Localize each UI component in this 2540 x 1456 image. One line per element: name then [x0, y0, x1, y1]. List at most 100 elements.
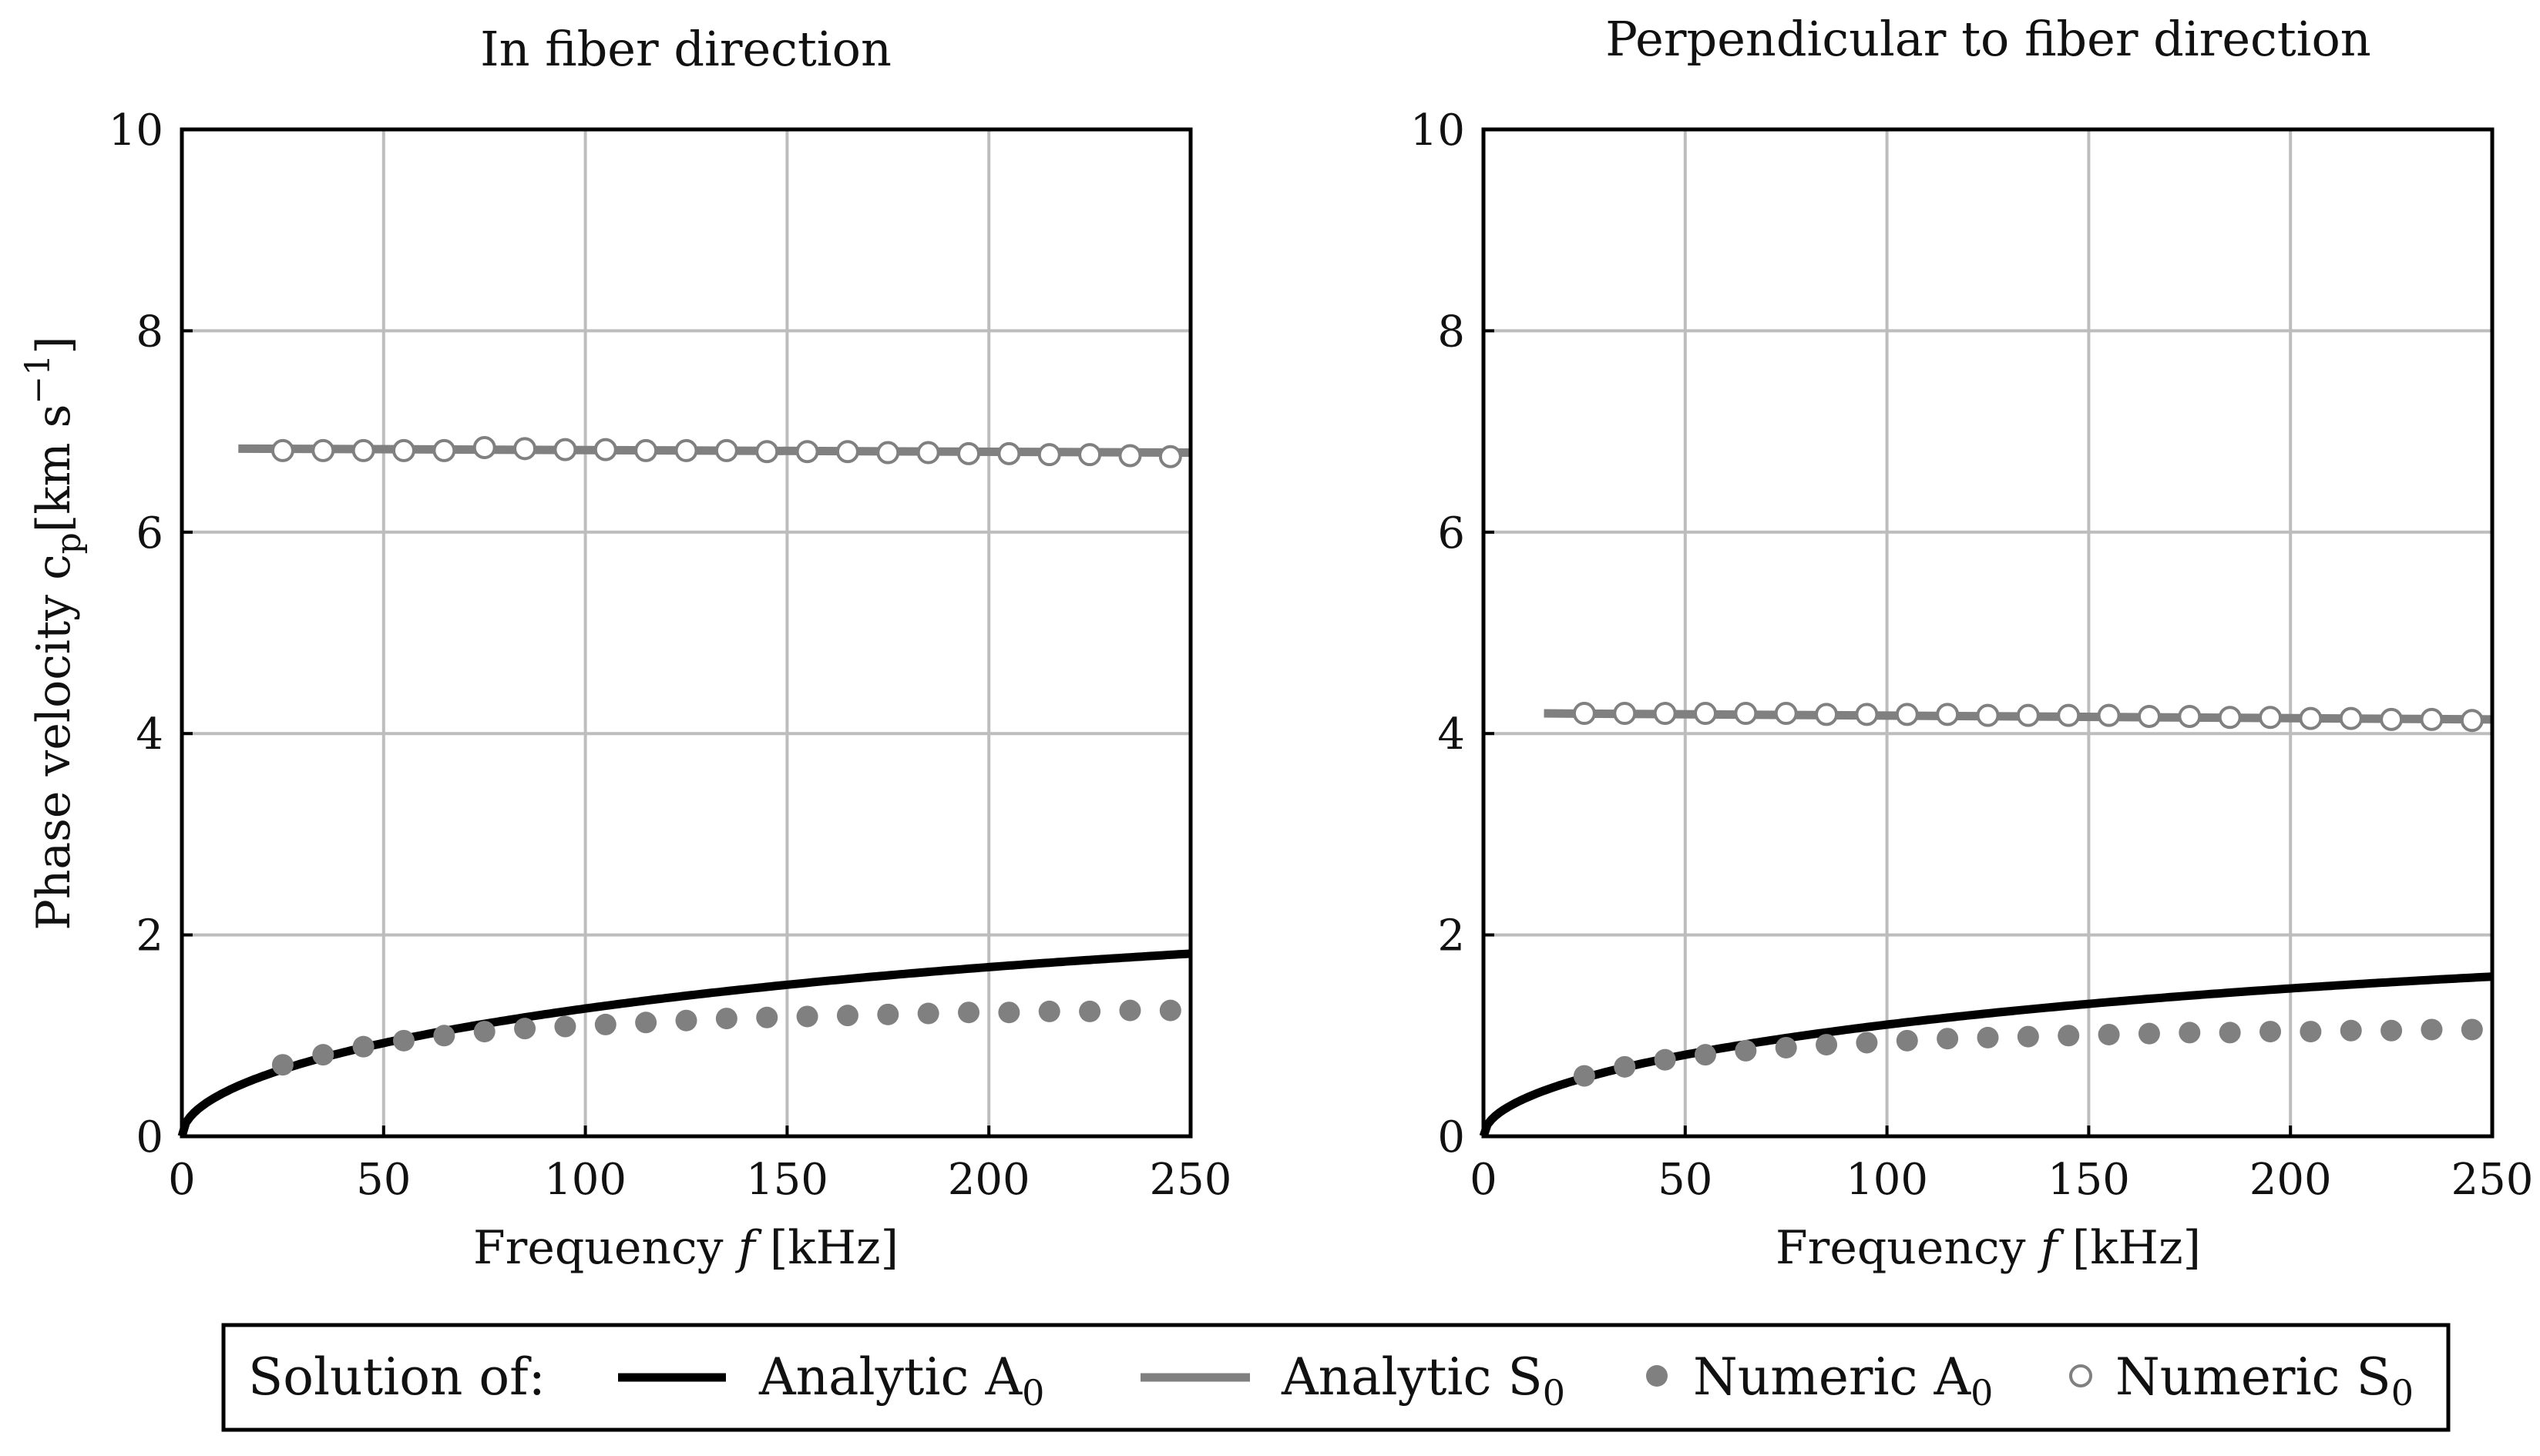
legend-label-analytic-a0: Analytic A0 — [758, 1347, 1044, 1414]
point-numeric-s0 — [1693, 702, 1717, 726]
chart-in-fiber-direction: In fiber direction 0 50 100 150 200 250 0 2 4 6 8 1… — [18, 21, 1231, 1275]
point-numeric-a0 — [1654, 1048, 1676, 1071]
point-numeric-s0 — [2178, 704, 2202, 728]
x-tick-label: 50 — [1658, 1155, 1712, 1205]
point-numeric-s0 — [1936, 703, 1960, 726]
point-numeric-s0 — [1895, 703, 1919, 726]
point-numeric-s0 — [795, 440, 819, 464]
point-numeric-a0 — [312, 1044, 334, 1066]
point-numeric-s0 — [432, 438, 456, 462]
point-numeric-a0 — [554, 1015, 576, 1038]
x-tick-label: 250 — [2451, 1155, 2534, 1205]
legend-label-numeric-a0: Numeric A0 — [1693, 1347, 1993, 1414]
point-numeric-a0 — [917, 1002, 939, 1025]
point-numeric-s0 — [2299, 706, 2323, 730]
x-tick-label: 0 — [1470, 1155, 1497, 1205]
point-numeric-a0 — [433, 1025, 455, 1047]
point-numeric-a0 — [2380, 1019, 2403, 1042]
point-numeric-s0 — [674, 438, 698, 462]
point-numeric-a0 — [958, 1001, 980, 1024]
point-numeric-a0 — [1896, 1029, 1918, 1052]
x-tick-label: 100 — [1846, 1155, 1928, 1205]
point-numeric-s0 — [2016, 703, 2040, 727]
point-numeric-s0 — [472, 436, 496, 460]
chart-title: Perpendicular to fiber direction — [1605, 11, 2370, 67]
point-numeric-a0 — [2259, 1021, 2282, 1043]
point-numeric-a0 — [473, 1021, 496, 1043]
point-numeric-s0 — [1613, 702, 1637, 726]
point-numeric-s0 — [1118, 444, 1142, 468]
chart-perpendicular-to-fiber-direction: Perpendicular to fiber direction 0 50 100 1… — [1410, 11, 2534, 1275]
point-numeric-a0 — [998, 1001, 1020, 1024]
y-tick-label: 2 — [1437, 911, 1465, 961]
point-numeric-a0 — [1614, 1055, 1636, 1078]
point-numeric-a0 — [1038, 1000, 1060, 1022]
y-tick-label: 10 — [109, 106, 163, 156]
point-numeric-a0 — [1079, 1000, 1101, 1022]
point-numeric-s0 — [2380, 707, 2404, 731]
point-numeric-s0 — [2137, 704, 2161, 728]
point-numeric-a0 — [392, 1029, 415, 1052]
x-tick-label: 150 — [746, 1155, 828, 1205]
point-numeric-s0 — [1855, 703, 1879, 726]
point-numeric-a0 — [2179, 1022, 2201, 1044]
point-numeric-a0 — [271, 1054, 294, 1076]
y-tick-label: 10 — [1410, 106, 1465, 156]
plot-area — [1479, 702, 2493, 1138]
y-tick-label: 6 — [136, 508, 163, 559]
point-numeric-a0 — [877, 1003, 899, 1025]
point-numeric-s0 — [1572, 702, 1596, 726]
point-numeric-a0 — [1775, 1036, 1797, 1058]
point-numeric-s0 — [2218, 706, 2242, 730]
legend-prefix: Solution of: — [248, 1347, 546, 1407]
y-tick-label: 4 — [136, 710, 163, 760]
tick-labels: 0 50 100 150 200 250 0 2 4 6 8 10 — [109, 106, 1232, 1205]
y-tick-label: 6 — [1437, 508, 1465, 559]
point-numeric-a0 — [2421, 1018, 2443, 1041]
point-numeric-a0 — [352, 1035, 375, 1058]
point-numeric-a0 — [2219, 1022, 2241, 1044]
point-numeric-s0 — [553, 438, 577, 461]
point-numeric-a0 — [1573, 1065, 1595, 1087]
point-numeric-s0 — [997, 441, 1021, 465]
point-numeric-s0 — [2339, 706, 2363, 730]
legend: Solution of: Analytic A0 Analytic S0 Num… — [221, 1323, 2451, 1432]
y-tick-label: 8 — [136, 307, 163, 357]
point-numeric-a0 — [2058, 1025, 2080, 1047]
series-line-analytic-a0 — [177, 949, 1191, 1138]
point-numeric-a0 — [1977, 1026, 1999, 1048]
point-numeric-a0 — [1159, 999, 1181, 1022]
point-numeric-s0 — [1734, 702, 1758, 726]
point-numeric-a0 — [796, 1005, 818, 1028]
x-tick-label: 100 — [544, 1155, 627, 1205]
plot-area — [177, 436, 1191, 1138]
point-numeric-s0 — [2259, 706, 2283, 730]
x-axis-label: Frequency f [kHz] — [1776, 1221, 2201, 1275]
point-numeric-a0 — [756, 1006, 778, 1028]
tick-labels: 0 50 100 150 200 250 0 2 4 6 8 10 — [1410, 106, 2534, 1205]
point-numeric-s0 — [391, 438, 415, 462]
point-numeric-a0 — [675, 1009, 697, 1032]
point-numeric-s0 — [2057, 703, 2081, 727]
point-numeric-s0 — [714, 438, 738, 462]
plot-frame — [1481, 127, 2495, 1139]
x-tick-label: 200 — [2249, 1155, 2332, 1205]
x-tick-label: 250 — [1150, 1155, 1232, 1205]
point-numeric-a0 — [2300, 1021, 2322, 1043]
point-numeric-s0 — [876, 441, 900, 465]
point-numeric-s0 — [270, 438, 294, 462]
point-numeric-s0 — [1037, 443, 1061, 467]
point-numeric-a0 — [2461, 1018, 2483, 1041]
legend-marker-numeric-s0 — [2069, 1364, 2092, 1387]
point-numeric-s0 — [835, 440, 859, 464]
point-numeric-a0 — [2017, 1025, 2039, 1048]
point-numeric-s0 — [2097, 703, 2121, 727]
point-numeric-s0 — [755, 440, 779, 464]
point-numeric-a0 — [2138, 1022, 2160, 1045]
point-numeric-a0 — [2340, 1019, 2362, 1042]
legend-marker-numeric-a0 — [1646, 1365, 1668, 1387]
point-numeric-s0 — [916, 441, 940, 465]
y-tick-label: 8 — [1437, 307, 1465, 357]
y-tick-label: 2 — [136, 911, 163, 961]
chart-title: In fiber direction — [480, 21, 892, 77]
